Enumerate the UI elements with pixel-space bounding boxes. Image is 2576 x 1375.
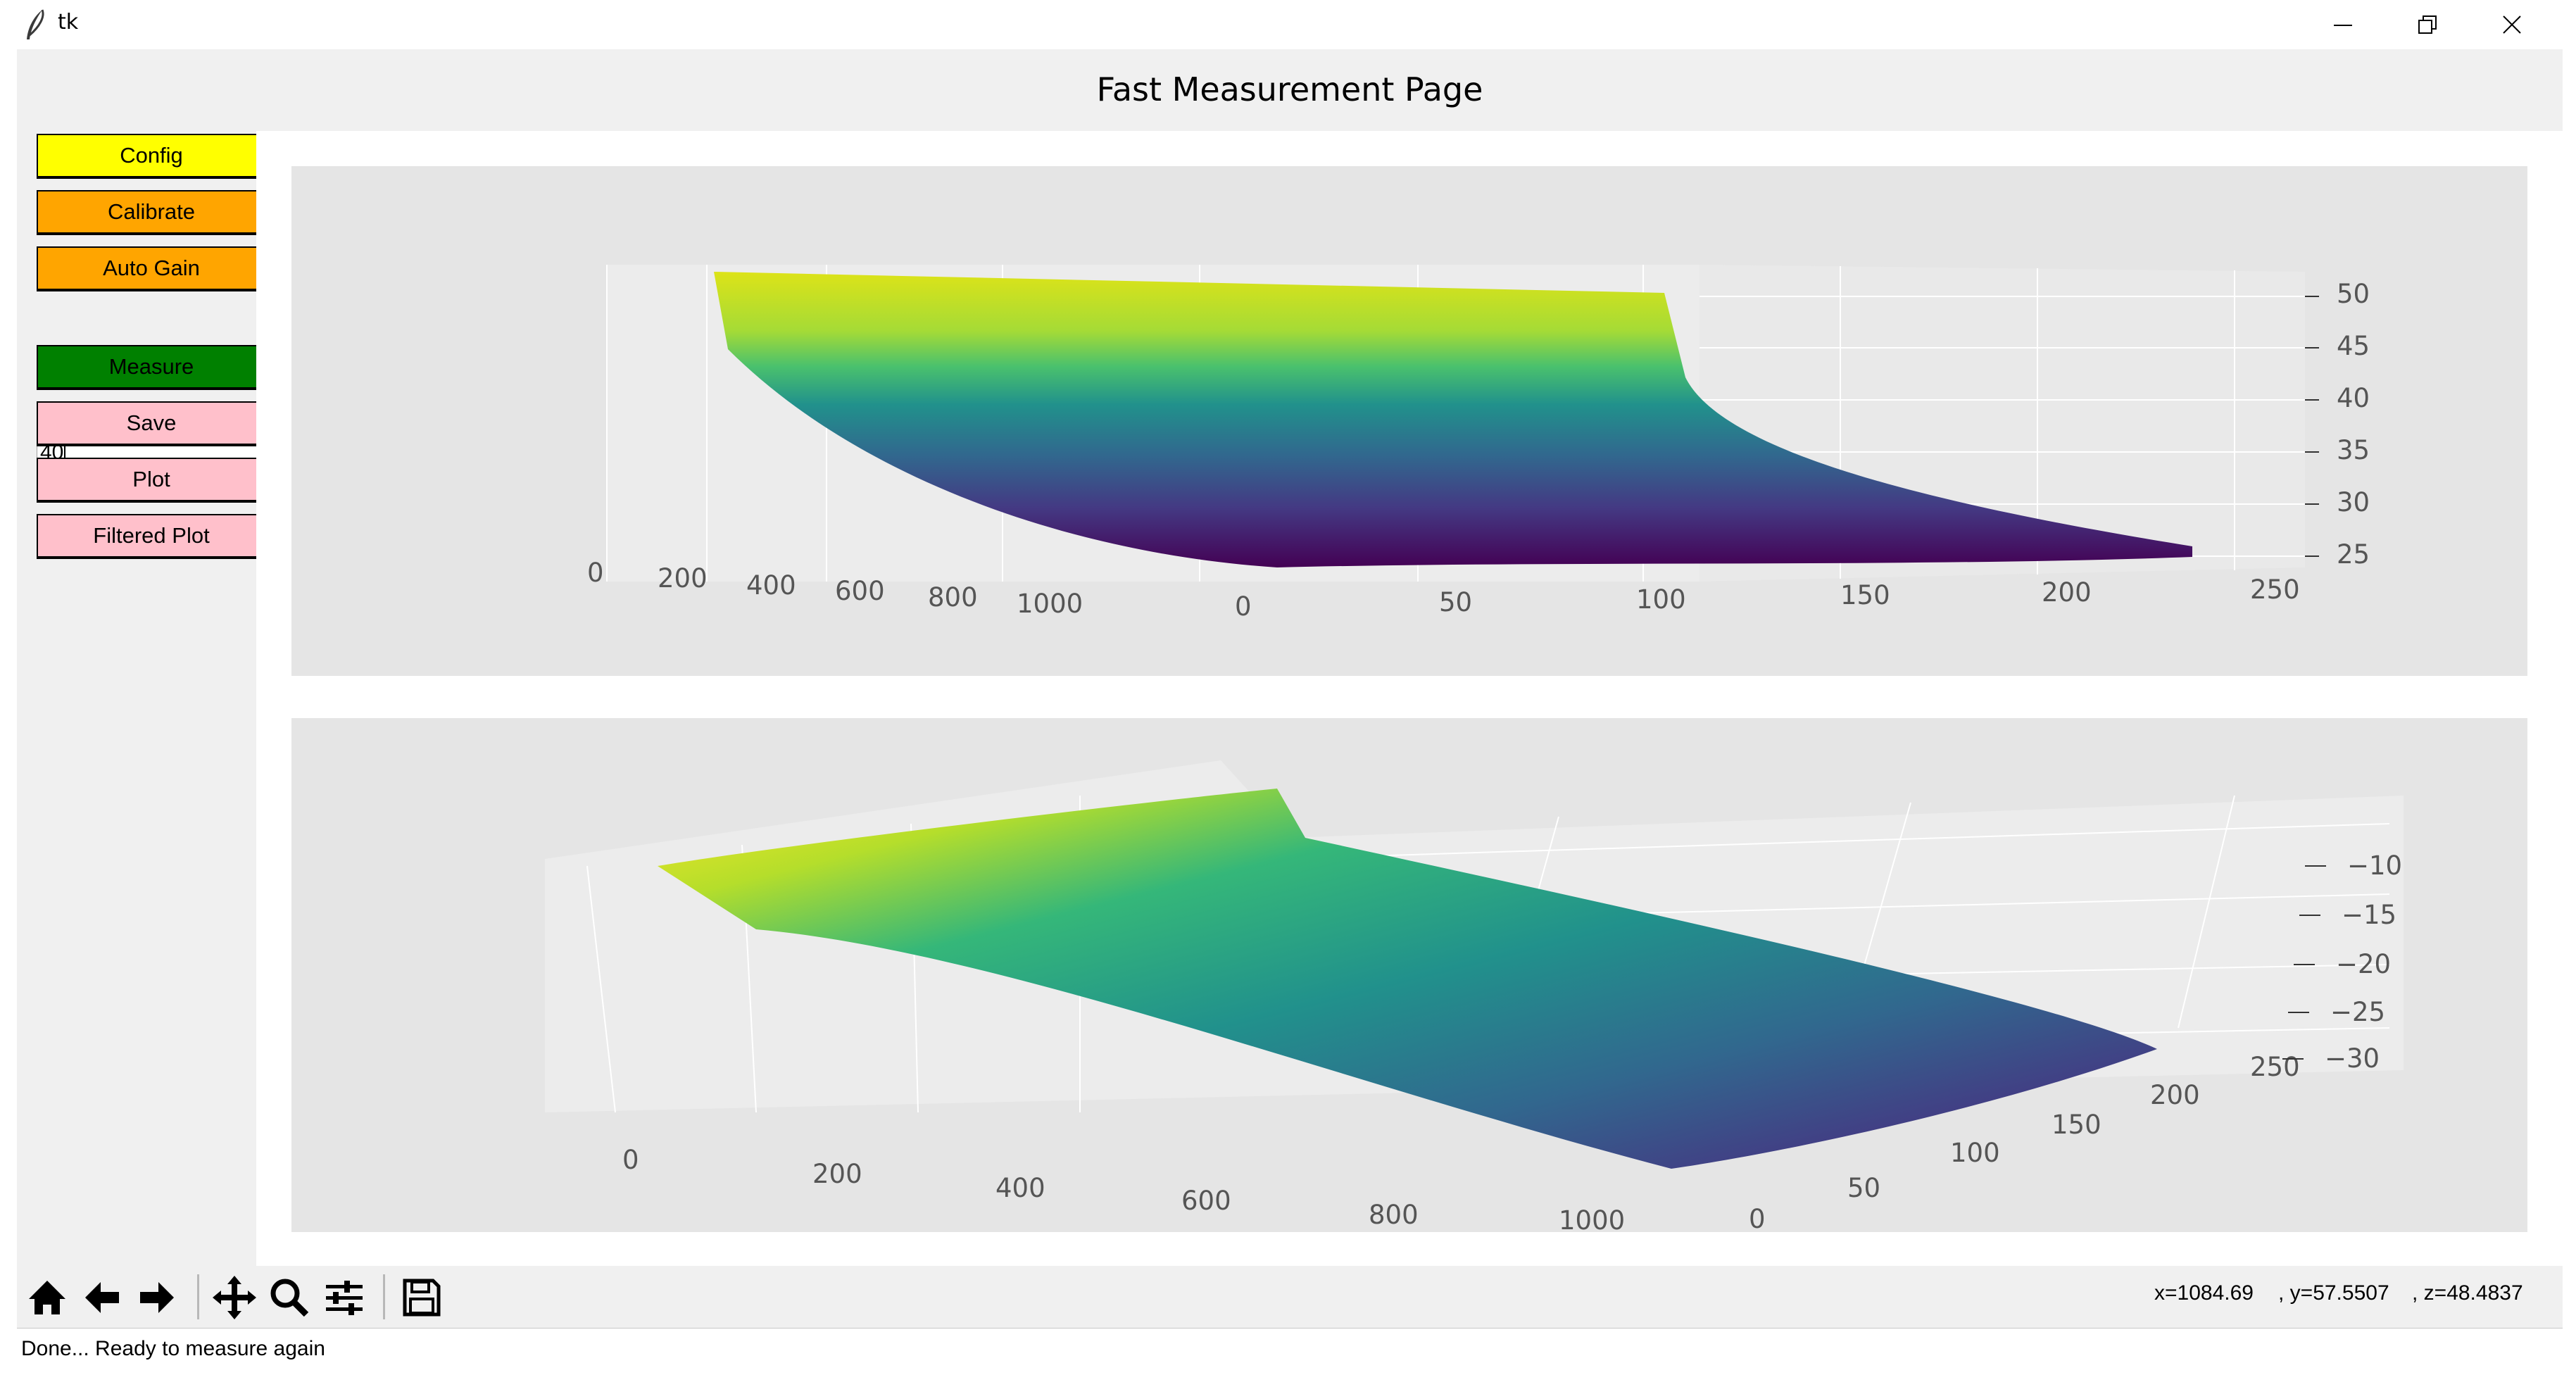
- zoom-icon: [270, 1279, 309, 1317]
- z-tick-label: −15: [2342, 900, 2396, 930]
- cursor-z-readout: , z=48.4837: [2412, 1281, 2523, 1305]
- y-tick-label: 200: [2150, 1080, 2200, 1110]
- navigation-toolbar: x=1084.69 , y=57.5507 , z=48.4837: [17, 1266, 2563, 1328]
- configure-subplots-icon: [326, 1281, 363, 1315]
- window-titlebar: tk: [0, 0, 2576, 49]
- z-tick-label: −20: [2336, 949, 2391, 979]
- x-tick-label: 0: [587, 558, 604, 588]
- close-button[interactable]: [2470, 0, 2554, 49]
- window-title: tk: [58, 10, 79, 34]
- x-tick-label: 600: [835, 576, 885, 606]
- back-arrow-icon: [85, 1282, 119, 1313]
- plot-top[interactable]: 0 200 400 600 800 1000 0 50 100 150 200 …: [291, 166, 2527, 676]
- z-tick-label: 35: [2337, 435, 2370, 465]
- y-tick-label: 200: [2042, 577, 2092, 608]
- auto-gain-button[interactable]: Auto Gain: [37, 246, 268, 291]
- forward-button[interactable]: [132, 1273, 182, 1322]
- page-title: Fast Measurement Page: [1096, 70, 1483, 108]
- y-tick-label: 50: [1847, 1173, 1880, 1203]
- z-ticks-bottom: −10 −15 −20 −25 −30: [2325, 850, 2402, 1074]
- save-figure-icon: [403, 1279, 441, 1317]
- x-tick-label: 600: [1181, 1186, 1231, 1216]
- x-tick-label: 800: [928, 582, 978, 613]
- back-button[interactable]: [77, 1273, 127, 1322]
- minimize-icon: [2334, 25, 2352, 26]
- plot-button[interactable]: Plot: [37, 458, 268, 503]
- close-icon: [2503, 15, 2521, 34]
- y-ticks-bottom: 0 50 100 150 200 250: [1749, 1052, 2300, 1234]
- x-tick-label: 0: [622, 1145, 639, 1175]
- tick-marks-top: [2305, 296, 2319, 557]
- calibrate-button[interactable]: Calibrate: [37, 190, 268, 235]
- pan-button[interactable]: [210, 1273, 259, 1322]
- toolbar-separator: [383, 1274, 385, 1319]
- z-tick-label: 40: [2337, 383, 2370, 413]
- z-tick-label: 45: [2337, 331, 2370, 361]
- heading-bar: Fast Measurement Page: [17, 49, 2563, 131]
- pan-icon: [213, 1276, 256, 1319]
- zoom-button[interactable]: [265, 1273, 314, 1322]
- surface-plot-bottom: 0 200 400 600 800 1000 0 50 100 150 200 …: [545, 760, 2404, 1236]
- home-button[interactable]: [23, 1273, 72, 1322]
- config-button[interactable]: Config: [37, 134, 268, 179]
- surface-mesh-bottom: [658, 789, 2157, 1169]
- y-tick-label: 0: [1235, 591, 1252, 622]
- x-ticks-bottom: 0 200 400 600 800 1000: [622, 1145, 1625, 1236]
- toolbar-separator: [197, 1274, 199, 1319]
- z-tick-label: 50: [2337, 279, 2370, 309]
- control-panel: Config Calibrate Auto Gain 40 Measure Sa…: [17, 131, 268, 1266]
- z-tick-label: −25: [2330, 997, 2385, 1027]
- minimize-button[interactable]: [2301, 0, 2385, 49]
- x-tick-label: 400: [746, 570, 796, 601]
- y-tick-label: 250: [2250, 575, 2300, 605]
- y-ticks-top: 0 50 100 150 200 250: [1235, 575, 2300, 622]
- x-tick-label: 400: [995, 1173, 1045, 1203]
- home-icon: [29, 1281, 65, 1314]
- plot-bottom[interactable]: 0 200 400 600 800 1000 0 50 100 150 200 …: [291, 718, 2527, 1236]
- y-tick-label: 0: [1749, 1204, 1766, 1232]
- configure-subplots-button[interactable]: [320, 1273, 369, 1322]
- x-tick-label: 200: [658, 563, 708, 594]
- status-text: Done... Ready to measure again: [21, 1337, 325, 1360]
- feather-icon: [27, 9, 44, 39]
- z-tick-label: 30: [2337, 487, 2370, 517]
- restore-button[interactable]: [2385, 0, 2470, 49]
- forward-arrow-icon: [140, 1282, 174, 1313]
- filtered-plot-button[interactable]: Filtered Plot: [37, 514, 268, 559]
- z-tick-label: 25: [2337, 539, 2370, 570]
- z-tick-label: −30: [2325, 1043, 2380, 1074]
- y-tick-label: 100: [1950, 1138, 2000, 1168]
- z-ticks-top: 25 30 35 40 45 50: [2337, 279, 2370, 570]
- cursor-y-readout: , y=57.5507: [2278, 1281, 2389, 1305]
- measure-button[interactable]: Measure: [37, 345, 268, 390]
- tick-marks-bottom: [2282, 865, 2326, 1060]
- save-button[interactable]: Save: [37, 401, 268, 446]
- y-tick-label: 100: [1636, 584, 1686, 615]
- restore-icon: [2418, 15, 2437, 34]
- x-tick-label: 1000: [1017, 589, 1083, 619]
- y-tick-label: 50: [1439, 587, 1472, 617]
- save-figure-button[interactable]: [397, 1273, 446, 1322]
- x-tick-label: 200: [812, 1159, 862, 1189]
- cursor-x-readout: x=1084.69: [2154, 1281, 2254, 1305]
- y-tick-label: 250: [2250, 1052, 2300, 1082]
- x-tick-label: 1000: [1559, 1205, 1625, 1232]
- y-tick-label: 150: [2052, 1110, 2101, 1140]
- x-tick-label: 800: [1369, 1200, 1419, 1230]
- y-tick-label: 150: [1840, 580, 1890, 610]
- text-caret: [64, 441, 66, 465]
- x-ticks-top: 0 200 400 600 800 1000: [587, 558, 1083, 619]
- surface-plot-top: 0 200 400 600 800 1000 0 50 100 150 200 …: [587, 265, 2370, 622]
- figure-canvas[interactable]: 0 200 400 600 800 1000 0 50 100 150 200 …: [256, 131, 2563, 1266]
- surface-mesh-top: [714, 272, 2192, 567]
- z-tick-label: −10: [2347, 850, 2402, 881]
- status-bar: Done... Ready to measure again: [17, 1328, 2563, 1368]
